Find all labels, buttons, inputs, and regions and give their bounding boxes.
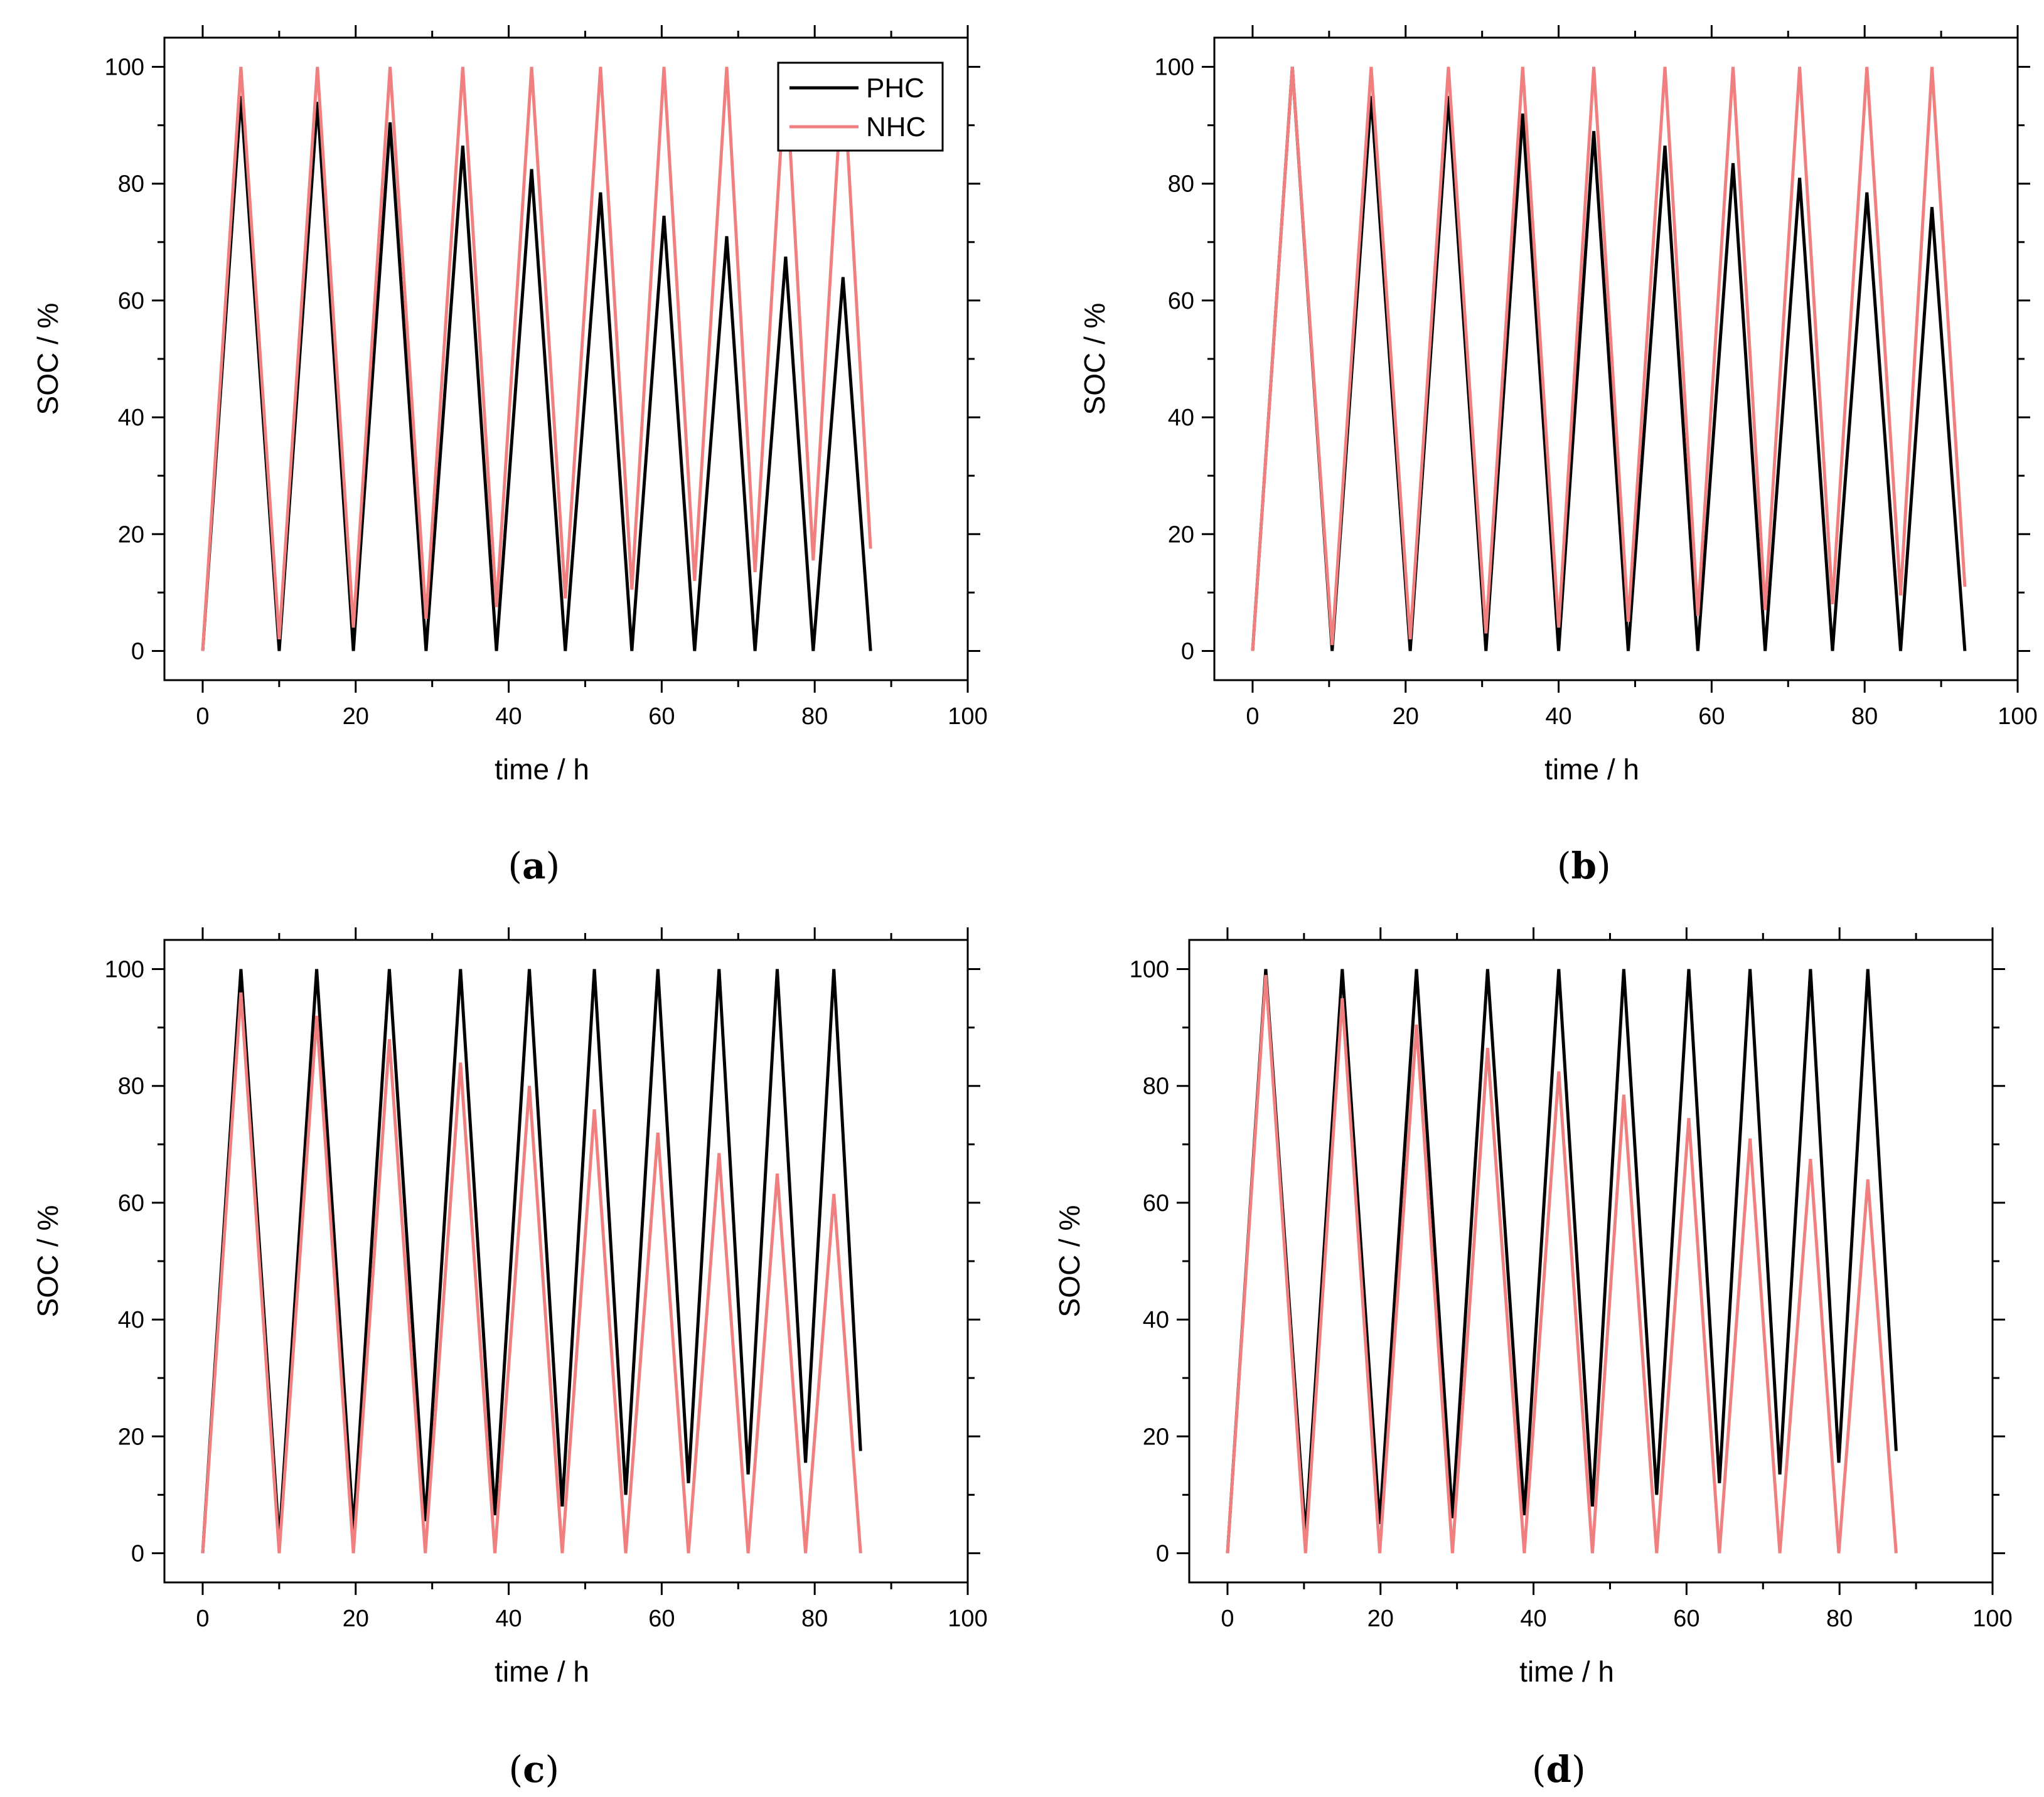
y-tick-label: 60 xyxy=(118,1190,144,1217)
chart-panel-b: 0 20 40 60 80 100 0 20 40 60 80 100 time / h SOC / % (… xyxy=(1078,25,2038,887)
x-tick-label: 40 xyxy=(495,703,522,730)
y-tick-label: 60 xyxy=(118,288,144,314)
y-tick-label: 100 xyxy=(105,957,144,983)
x-tick-label: 40 xyxy=(495,1606,522,1632)
plot-area xyxy=(201,67,872,651)
x-tick-label: 20 xyxy=(1393,703,1419,730)
x-tick-label: 60 xyxy=(648,703,675,730)
x-axis-title: time / h xyxy=(495,753,589,786)
x-axis-title: time / h xyxy=(1544,753,1639,786)
series-line-phc xyxy=(1251,67,1967,651)
y-tick-label: 100 xyxy=(105,55,144,81)
x-tick-label: 20 xyxy=(343,1606,369,1632)
legend: PHC NHC xyxy=(777,61,944,152)
y-tick-label: 80 xyxy=(1143,1074,1169,1100)
chart-panel-d: 0 20 40 60 80 100 0 20 40 60 80 100 time / h SOC / % (… xyxy=(1053,927,2013,1791)
panel-label: (c) xyxy=(508,1748,559,1791)
plot-area xyxy=(1226,969,1898,1554)
x-tick-label: 40 xyxy=(1520,1606,1546,1632)
y-tick-label: 40 xyxy=(1143,1307,1169,1333)
y-axis-title: SOC / % xyxy=(31,303,64,415)
x-tick-label: 100 xyxy=(1998,703,2037,730)
x-tick-label: 80 xyxy=(1826,1606,1853,1632)
x-tick-label: 0 xyxy=(196,703,209,730)
x-tick-label: 80 xyxy=(801,703,828,730)
x-tick-label: 60 xyxy=(648,1606,675,1632)
y-tick-label: 20 xyxy=(1143,1424,1169,1450)
chart-panel-a: 0 20 40 60 80 100 0 20 40 60 80 100 time / h SOC / % (… xyxy=(31,25,988,887)
plot-area xyxy=(1251,67,1967,651)
y-tick-label: 0 xyxy=(131,1540,144,1567)
series-line-phc xyxy=(201,969,862,1554)
x-tick-label: 20 xyxy=(1367,1606,1394,1632)
legend-box xyxy=(777,61,944,152)
y-tick-label: 100 xyxy=(1130,957,1169,983)
legend-label-phc: PHC xyxy=(866,73,924,104)
y-tick-label: 40 xyxy=(1168,405,1194,431)
y-tick-label: 60 xyxy=(1168,288,1194,314)
y-tick-label: 40 xyxy=(118,1307,144,1333)
x-tick-label: 100 xyxy=(948,1606,987,1632)
x-tick-label: 60 xyxy=(1698,703,1725,730)
series-line-phc xyxy=(1226,969,1898,1554)
legend-label-nhc: NHC xyxy=(866,112,926,142)
x-axis-title: time / h xyxy=(495,1655,589,1688)
y-tick-label: 80 xyxy=(1168,171,1194,198)
x-tick-label: 100 xyxy=(1972,1606,2012,1632)
x-axis-title: time / h xyxy=(1519,1655,1614,1688)
y-tick-label: 80 xyxy=(118,171,144,198)
x-tick-label: 0 xyxy=(1221,1606,1234,1632)
series-line-nhc xyxy=(201,67,872,651)
series-line-nhc xyxy=(1226,974,1898,1554)
panel-label: (a) xyxy=(508,845,560,887)
y-tick-label: 20 xyxy=(1168,521,1194,548)
series-line-phc xyxy=(201,95,872,651)
x-tick-label: 20 xyxy=(343,703,369,730)
y-tick-label: 20 xyxy=(118,1424,144,1450)
y-tick-label: 80 xyxy=(118,1074,144,1100)
series-line-nhc xyxy=(201,992,862,1554)
y-tick-label: 40 xyxy=(118,405,144,431)
x-tick-label: 0 xyxy=(1246,703,1259,730)
y-tick-label: 0 xyxy=(131,638,144,664)
chart-panel-c: 0 20 40 60 80 100 0 20 40 60 80 100 time / h SOC / % (… xyxy=(31,927,988,1791)
x-tick-label: 80 xyxy=(1851,703,1878,730)
plot-area xyxy=(201,969,862,1554)
x-tick-label: 80 xyxy=(801,1606,828,1632)
y-tick-label: 60 xyxy=(1143,1190,1169,1217)
x-tick-label: 100 xyxy=(948,703,987,730)
series-line-nhc xyxy=(1251,67,1967,651)
panel-label: (b) xyxy=(1557,845,1611,887)
y-axis-title: SOC / % xyxy=(1053,1205,1086,1318)
y-tick-label: 100 xyxy=(1155,55,1194,81)
panel-label: (d) xyxy=(1532,1748,1586,1791)
x-tick-label: 60 xyxy=(1673,1606,1699,1632)
y-axis-title: SOC / % xyxy=(31,1205,64,1318)
y-axis-title: SOC / % xyxy=(1078,303,1111,415)
x-tick-label: 40 xyxy=(1545,703,1571,730)
x-tick-label: 0 xyxy=(196,1606,209,1632)
y-tick-label: 0 xyxy=(1181,638,1194,664)
y-tick-label: 20 xyxy=(118,521,144,548)
y-tick-label: 0 xyxy=(1156,1540,1169,1567)
